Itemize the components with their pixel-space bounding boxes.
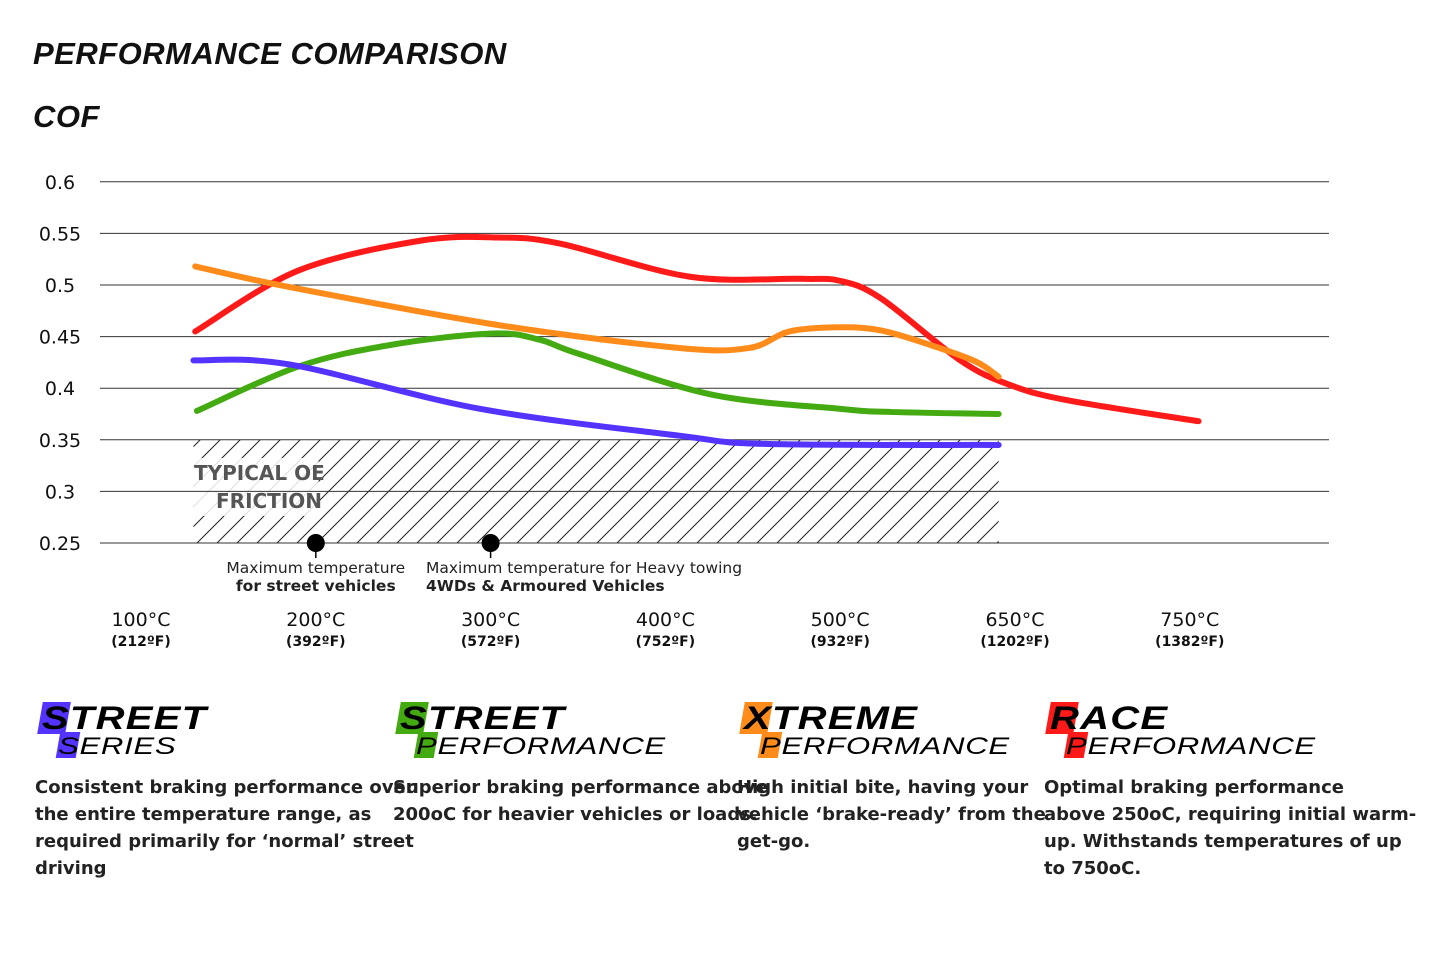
cof-chart: 0.6 0.55 0.5 0.45 0.4 0.35 0.3 0.25 TYPICAL OE FR… bbox=[39, 172, 1329, 650]
y-tick-label: 0.55 bbox=[39, 223, 81, 245]
series-line-race bbox=[192, 233, 1202, 425]
annotation-text-bold: 4WDs & Armoured Vehicles bbox=[426, 577, 665, 595]
description-line: High initial bite, having your bbox=[737, 777, 1029, 798]
x-tick-sublabel: (752ºF) bbox=[636, 634, 695, 650]
series-line-xtreme bbox=[192, 263, 1002, 380]
annotation-text-bold: for street vehicles bbox=[236, 577, 396, 595]
description-line: 200oC for heavier vehicles or loads. bbox=[393, 804, 758, 825]
page-title: PERFORMANCE COMPARISON bbox=[33, 36, 507, 71]
logo-subtitle: PERFORMANCE bbox=[416, 733, 666, 760]
legend-description-1: Superior braking performance above 200oC … bbox=[393, 774, 768, 828]
x-tick-sublabel: (1202ºF) bbox=[980, 634, 1049, 650]
description-line: to 750oC. bbox=[1044, 858, 1142, 879]
logo-title: XTREME bbox=[744, 700, 919, 736]
description-line: get-go. bbox=[737, 831, 811, 852]
y-tick-label: 0.45 bbox=[39, 327, 81, 349]
y-tick-label: 0.4 bbox=[45, 378, 75, 400]
band-label: TYPICAL OE bbox=[194, 461, 325, 485]
marker-dot bbox=[481, 534, 500, 552]
description-line: required primarily for ‘normal’ street bbox=[35, 831, 414, 852]
x-tick-label: 650°C bbox=[985, 609, 1044, 631]
x-tick-sublabel: (932ºF) bbox=[810, 634, 869, 650]
logo-title: STREET bbox=[42, 700, 208, 736]
x-tick-label: 200°C bbox=[286, 609, 345, 631]
x-tick-label: 400°C bbox=[636, 609, 695, 631]
x-tick-label: 100°C bbox=[111, 609, 170, 631]
description-line: Consistent braking performance over bbox=[35, 777, 415, 798]
logo-subtitle: SERIES bbox=[58, 733, 177, 760]
x-tick-label: 750°C bbox=[1160, 609, 1219, 631]
band-label-bg bbox=[193, 458, 319, 516]
y-tick-label: 0.35 bbox=[39, 430, 81, 452]
logo-title: RACE bbox=[1050, 700, 1169, 736]
y-tick-label: 0.3 bbox=[45, 481, 75, 503]
axis-title: COF bbox=[33, 99, 100, 134]
description-line: vehicle ‘brake-ready’ from the bbox=[737, 804, 1046, 825]
y-tick-label: 0.5 bbox=[45, 275, 75, 297]
marker-dot bbox=[306, 534, 325, 552]
logo-subtitle: PERFORMANCE bbox=[1066, 733, 1316, 760]
y-tick-label: 0.25 bbox=[39, 533, 81, 555]
series-line-street_series bbox=[190, 356, 1002, 448]
annotation-text: Maximum temperature bbox=[226, 559, 405, 577]
legend-description-0: Consistent braking performance over the e… bbox=[35, 774, 415, 882]
x-tick-label: 300°C bbox=[461, 609, 520, 631]
description-line: Optimal braking performance bbox=[1044, 777, 1344, 798]
x-tick-sublabel: (1382ºF) bbox=[1155, 634, 1224, 650]
legend-description-2: High initial bite, having your vehicle ‘b… bbox=[737, 774, 1046, 855]
band-label: FRICTION bbox=[216, 489, 322, 513]
description-line: above 250oC, requiring initial warm- bbox=[1044, 804, 1417, 825]
x-tick-sublabel: (392ºF) bbox=[286, 634, 345, 650]
annotation-text: Maximum temperature for Heavy towing bbox=[426, 559, 742, 577]
legend-description-3: Optimal braking performance above 250oC, … bbox=[1044, 774, 1416, 882]
logo-subtitle: PERFORMANCE bbox=[760, 733, 1010, 760]
x-tick-sublabel: (212ºF) bbox=[111, 634, 170, 650]
description-line: Superior braking performance above bbox=[393, 777, 768, 798]
series-line-street_performance bbox=[193, 330, 1002, 417]
y-tick-label: 0.6 bbox=[45, 172, 75, 194]
description-line: the entire temperature range, as bbox=[35, 804, 372, 825]
description-line: up. Withstands temperatures of up bbox=[1044, 831, 1402, 852]
description-line: driving bbox=[35, 858, 107, 879]
logo-title: STREET bbox=[400, 700, 566, 736]
x-tick-label: 500°C bbox=[811, 609, 870, 631]
x-tick-sublabel: (572ºF) bbox=[461, 634, 520, 650]
